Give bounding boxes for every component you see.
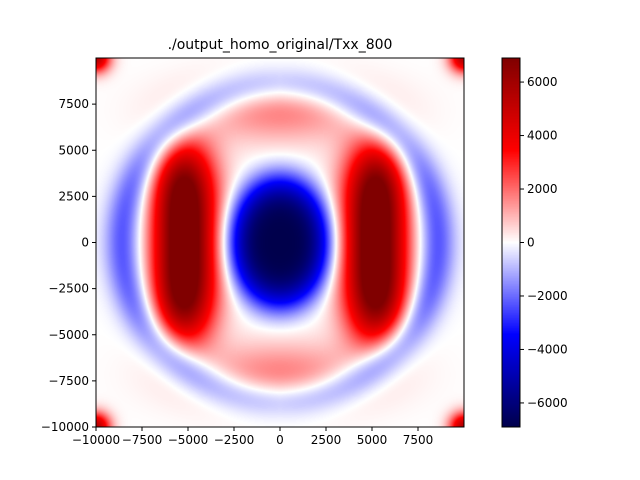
x-tick-label: 5000 (357, 433, 388, 447)
x-tick-label: 7500 (403, 433, 434, 447)
x-axis: −10000 −7500 −5000 −2500 0 2500 5000 7500 (72, 427, 433, 447)
heatmap-image (96, 58, 464, 427)
y-axis: −10000 −7500 −5000 −2500 0 2500 5000 7500 (41, 97, 96, 434)
x-tick-label: −5000 (168, 433, 209, 447)
y-tick-label: 2500 (58, 189, 89, 203)
colorbar-tick-label: −2000 (527, 289, 568, 303)
colorbar-tick-label: −4000 (527, 342, 568, 356)
x-tick-label: −10000 (72, 433, 120, 447)
colorbar-gradient (502, 58, 520, 427)
y-tick-label: 7500 (58, 97, 89, 111)
colorbar-frame (501, 57, 521, 428)
x-tick-label: 2500 (311, 433, 342, 447)
y-tick-label: −5000 (48, 328, 89, 342)
colorbar-tick-label: 2000 (527, 182, 558, 196)
colorbar-tick-label: 0 (527, 236, 535, 250)
x-tick-label: 0 (276, 433, 284, 447)
plot-frame (95, 57, 465, 428)
colorbar-tick-label: 6000 (527, 75, 558, 89)
y-tick-label: −7500 (48, 374, 89, 388)
y-tick-label: 5000 (58, 143, 89, 157)
chart-title: ./output_homo_original/Txx_800 (168, 37, 393, 53)
y-tick-label: −2500 (48, 282, 89, 296)
colorbar-tick-label: −6000 (527, 396, 568, 410)
y-tick-label: −10000 (41, 420, 89, 434)
colorbar-tick-label: 4000 (527, 129, 558, 143)
x-tick-label: −7500 (122, 433, 163, 447)
x-tick-label: −2500 (214, 433, 255, 447)
colorbar-axis: −6000 −4000 −2000 0 2000 4000 6000 (520, 75, 568, 410)
y-tick-label: 0 (81, 236, 89, 250)
